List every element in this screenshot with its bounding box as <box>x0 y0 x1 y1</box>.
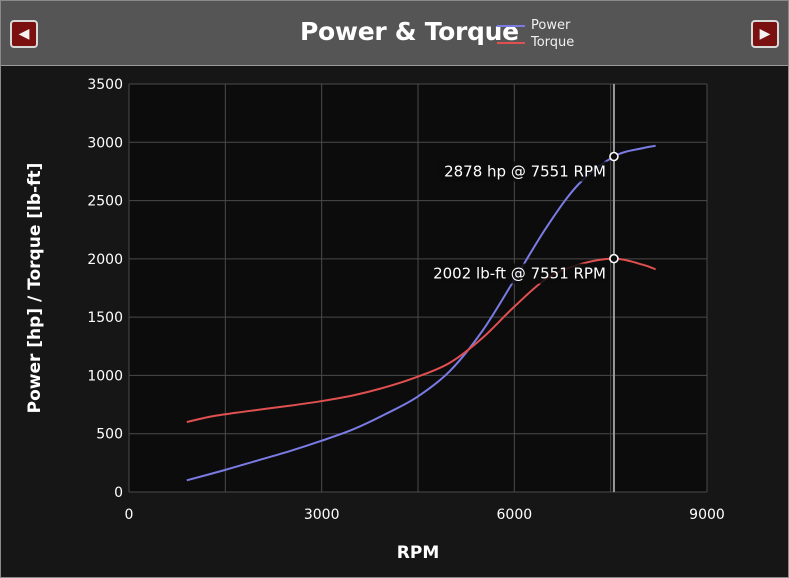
x-tick-label: 3000 <box>304 507 340 523</box>
y-tick-label: 3000 <box>87 135 123 151</box>
power-torque-chart[interactable]: 0 500 1000 1500 2000 2500 3000 3500 0 3000 6000 900… <box>1 66 788 577</box>
y-tick-label: 0 <box>114 485 123 501</box>
y-tick-label: 1000 <box>87 368 123 384</box>
legend-swatch-power <box>497 25 525 27</box>
chart-header: ◀ Power & Torque Power Torque ▶ <box>1 1 788 66</box>
y-axis-title: Power [hp] / Torque [lb-ft] <box>25 163 45 414</box>
y-tick-label: 2500 <box>87 194 123 210</box>
y-tick-label: 3500 <box>87 77 123 93</box>
y-tick-label: 2000 <box>87 252 123 268</box>
legend-swatch-torque <box>497 42 525 44</box>
next-chart-button[interactable]: ▶ <box>751 20 779 48</box>
annotation-backdrop <box>437 161 608 182</box>
chart-title: Power & Torque <box>300 17 519 46</box>
x-tick-label: 0 <box>125 507 134 523</box>
y-tick-label: 1500 <box>87 310 123 326</box>
x-axis-title: RPM <box>397 543 439 563</box>
legend-label-power: Power <box>531 18 571 33</box>
annotation-label: 2002 lb-ft @ 7551 RPM <box>433 265 606 283</box>
cursor-marker <box>609 253 619 264</box>
annotation-backdrop <box>437 263 608 284</box>
previous-chart-button[interactable]: ◀ <box>10 20 38 48</box>
x-tick-label: 6000 <box>497 507 533 523</box>
legend-label-torque: Torque <box>531 35 575 50</box>
triangle-left-icon: ◀ <box>18 26 30 42</box>
y-tick-label: 500 <box>96 427 123 443</box>
chart-area: 0 500 1000 1500 2000 2500 3000 3500 0 3000 6000 900… <box>1 66 788 577</box>
annotation-label: 2878 hp @ 7551 RPM <box>444 163 606 181</box>
triangle-right-icon: ▶ <box>759 26 771 42</box>
series-line-torque <box>186 257 656 424</box>
cursor-marker <box>609 151 619 162</box>
x-tick-label: 9000 <box>689 507 725 523</box>
